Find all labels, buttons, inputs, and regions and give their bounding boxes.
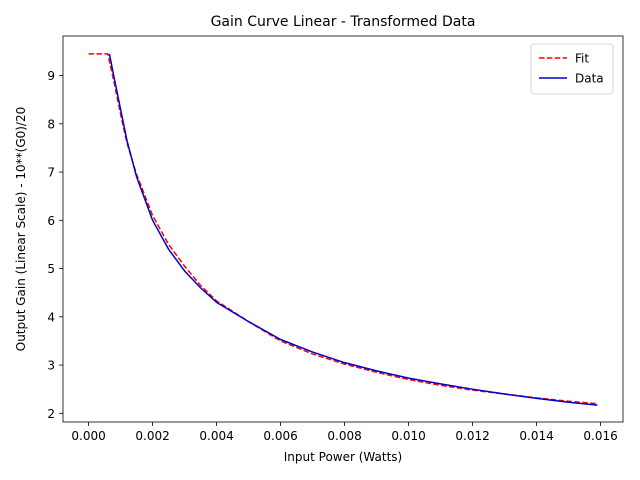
legend-label-fit: Fit — [575, 52, 589, 66]
x-tick-label: 0.016 — [583, 429, 617, 443]
y-tick-label: 7 — [47, 166, 55, 180]
y-axis-label: Output Gain (Linear Scale) - 10**(G0)/20 — [14, 107, 28, 352]
y-tick-label: 2 — [47, 407, 55, 421]
y-tick-label: 9 — [47, 69, 55, 83]
legend-box — [530, 43, 614, 95]
axes: 0.000 0.002 0.004 0.006 0.008 0.010 0.012 0.014… — [47, 35, 624, 443]
x-tick-label: 0.010 — [391, 429, 425, 443]
legend: Fit Data — [530, 43, 614, 95]
x-tick-label: 0.004 — [199, 429, 233, 443]
y-tick-label: 3 — [47, 359, 55, 373]
x-tick-label: 0.000 — [71, 429, 105, 443]
legend-label-data: Data — [575, 72, 604, 86]
series-line-fit — [88, 53, 598, 405]
x-tick-label: 0.006 — [263, 429, 297, 443]
plot-area — [88, 53, 598, 406]
x-tick-label: 0.002 — [135, 429, 169, 443]
y-tick-label: 5 — [47, 262, 55, 276]
series-line-data — [108, 53, 598, 406]
y-tick-label: 8 — [47, 117, 55, 131]
axes-frame — [62, 35, 624, 423]
x-tick-label: 0.012 — [455, 429, 489, 443]
chart-title: Gain Curve Linear - Transformed Data — [211, 14, 476, 30]
x-axis-label: Input Power (Watts) — [284, 450, 402, 464]
x-tick-label: 0.008 — [327, 429, 361, 443]
y-tick-label: 4 — [47, 310, 55, 324]
x-tick-label: 0.014 — [519, 429, 553, 443]
y-tick-label: 6 — [47, 214, 55, 228]
